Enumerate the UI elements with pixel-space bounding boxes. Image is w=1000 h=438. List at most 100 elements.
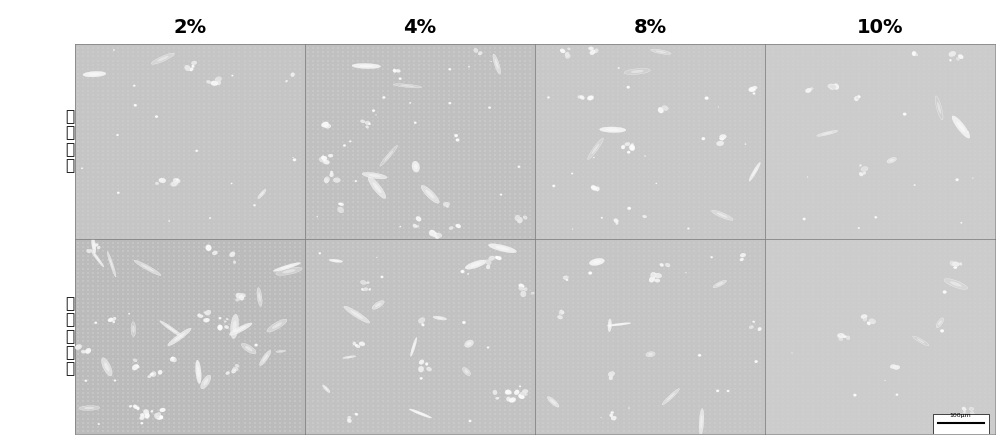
- Point: [191, 49, 207, 56]
- Point: [810, 244, 826, 251]
- Point: [830, 92, 846, 99]
- Point: [431, 173, 447, 180]
- Point: [770, 190, 786, 197]
- Point: [785, 257, 801, 264]
- Point: [181, 190, 197, 197]
- Point: [517, 79, 533, 86]
- Point: [370, 96, 386, 103]
- Point: [145, 182, 161, 189]
- Point: [856, 415, 872, 422]
- Point: [840, 282, 856, 289]
- Point: [292, 229, 308, 236]
- Point: [565, 317, 581, 324]
- Point: [752, 368, 768, 375]
- Point: [825, 62, 841, 69]
- Point: [191, 377, 207, 384]
- Point: [221, 57, 237, 64]
- Point: [901, 53, 917, 60]
- Point: [370, 334, 386, 341]
- Point: [921, 122, 937, 129]
- Point: [636, 377, 652, 384]
- Point: [666, 207, 682, 214]
- Point: [686, 355, 702, 362]
- Point: [656, 212, 672, 219]
- Point: [421, 406, 437, 413]
- Point: [135, 87, 151, 94]
- Point: [110, 152, 126, 159]
- Point: [211, 355, 227, 362]
- Point: [575, 216, 591, 223]
- Point: [247, 420, 263, 427]
- Point: [310, 257, 326, 264]
- Point: [962, 212, 978, 219]
- Point: [906, 355, 922, 362]
- Point: [535, 269, 551, 276]
- Point: [176, 329, 192, 336]
- Point: [810, 377, 826, 384]
- Point: [815, 278, 831, 285]
- Point: [982, 334, 998, 341]
- Point: [565, 49, 581, 56]
- Point: [977, 134, 993, 141]
- Point: [891, 359, 907, 366]
- Point: [156, 304, 172, 311]
- Point: [881, 87, 897, 94]
- Point: [512, 194, 528, 201]
- Point: [477, 70, 493, 77]
- Point: [237, 334, 253, 341]
- Point: [335, 143, 351, 150]
- Point: [770, 351, 786, 358]
- Point: [431, 57, 447, 64]
- Point: [851, 257, 867, 264]
- Point: [742, 164, 758, 171]
- Point: [166, 173, 182, 180]
- Point: [775, 244, 791, 251]
- Point: [856, 274, 872, 281]
- Point: [391, 233, 407, 240]
- Point: [691, 96, 707, 103]
- Point: [140, 109, 156, 116]
- Point: [345, 233, 361, 240]
- Point: [891, 134, 907, 141]
- Point: [181, 257, 197, 264]
- Point: [426, 203, 442, 210]
- Point: [962, 225, 978, 232]
- Point: [911, 143, 927, 150]
- Point: [932, 394, 948, 401]
- Point: [560, 304, 576, 311]
- Point: [656, 104, 672, 111]
- Point: [206, 274, 222, 281]
- Point: [350, 100, 366, 107]
- Point: [775, 173, 791, 180]
- Point: [125, 325, 141, 332]
- Point: [416, 394, 432, 401]
- Point: [671, 351, 687, 358]
- Point: [560, 220, 576, 227]
- Point: [967, 377, 983, 384]
- Point: [186, 385, 202, 392]
- Point: [406, 182, 422, 189]
- Point: [795, 364, 811, 371]
- Point: [610, 239, 626, 246]
- Point: [962, 216, 978, 223]
- Point: [100, 424, 116, 431]
- Point: [375, 190, 391, 197]
- Point: [277, 274, 293, 281]
- Point: [461, 212, 477, 219]
- Point: [262, 49, 278, 56]
- Point: [866, 329, 882, 336]
- Point: [671, 173, 687, 180]
- Point: [540, 92, 556, 99]
- Point: [646, 104, 662, 111]
- Point: [375, 329, 391, 336]
- Point: [825, 334, 841, 341]
- Point: [350, 147, 366, 154]
- Point: [512, 368, 528, 375]
- Point: [517, 286, 533, 293]
- Point: [70, 304, 86, 311]
- Point: [100, 220, 116, 227]
- Point: [595, 415, 611, 422]
- Point: [911, 368, 927, 375]
- Point: [472, 79, 488, 86]
- Point: [825, 299, 841, 306]
